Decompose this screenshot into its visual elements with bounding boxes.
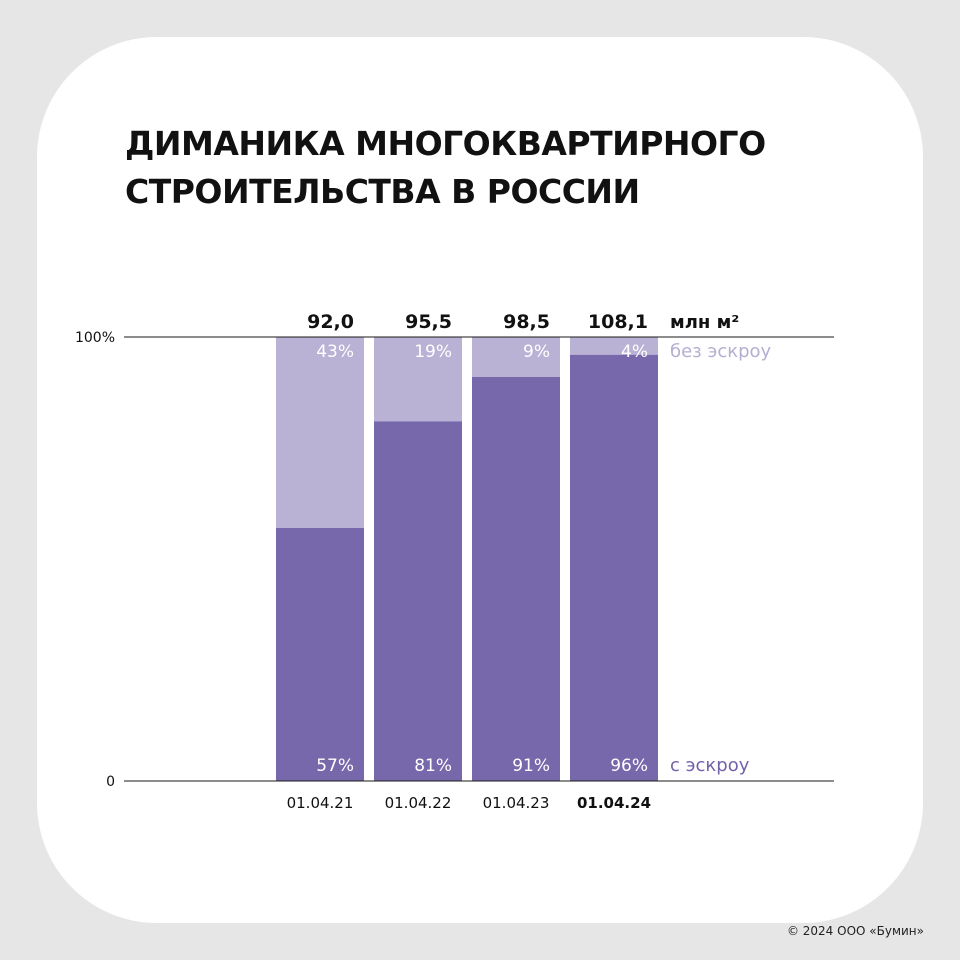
bar-without-escrow <box>276 337 364 528</box>
bar-label-without-escrow: 19% <box>414 342 452 362</box>
bar-with-escrow <box>472 376 560 781</box>
legend-without-escrow: без эскроу <box>670 341 772 362</box>
bar-without-escrow <box>472 337 560 377</box>
x-tick-label: 01.04.21 <box>287 794 354 812</box>
bar-without-escrow <box>570 337 658 355</box>
bar-label-without-escrow: 4% <box>621 342 648 362</box>
x-tick-label: 01.04.23 <box>483 794 550 812</box>
title-line-2: СТРОИТЕЛЬСТВА В РОССИИ <box>125 172 640 211</box>
bar-with-escrow <box>374 421 462 781</box>
y-tick-label-top: 100% <box>75 330 115 346</box>
chart-title: ДИМАНИКА МНОГОКВАРТИРНОГО СТРОИТЕЛЬСТВА … <box>125 120 766 216</box>
bar-total-label: 95,5 <box>405 311 452 333</box>
legend-with-escrow: с эскроу <box>670 755 750 776</box>
y-tick-label-bottom: 0 <box>106 774 115 790</box>
bar-label-with-escrow: 57% <box>316 756 354 776</box>
bar-label-with-escrow: 91% <box>512 756 550 776</box>
bar-with-escrow <box>570 354 658 781</box>
copyright: © 2024 ООО «Бумин» <box>786 924 924 938</box>
bar-label-without-escrow: 9% <box>523 342 550 362</box>
title-line-1: ДИМАНИКА МНОГОКВАРТИРНОГО <box>125 124 766 163</box>
bar-label-with-escrow: 96% <box>610 756 648 776</box>
bar-with-escrow <box>276 527 364 781</box>
bar-total-label: 92,0 <box>307 311 354 333</box>
bar-without-escrow <box>374 337 462 422</box>
x-tick-label: 01.04.24 <box>577 794 651 812</box>
bar-label-with-escrow: 81% <box>414 756 452 776</box>
bar-label-without-escrow: 43% <box>316 342 354 362</box>
bar-total-label: 108,1 <box>588 311 648 333</box>
x-tick-label: 01.04.22 <box>385 794 452 812</box>
units-label: млн м² <box>670 312 739 333</box>
bar-total-label: 98,5 <box>503 311 550 333</box>
